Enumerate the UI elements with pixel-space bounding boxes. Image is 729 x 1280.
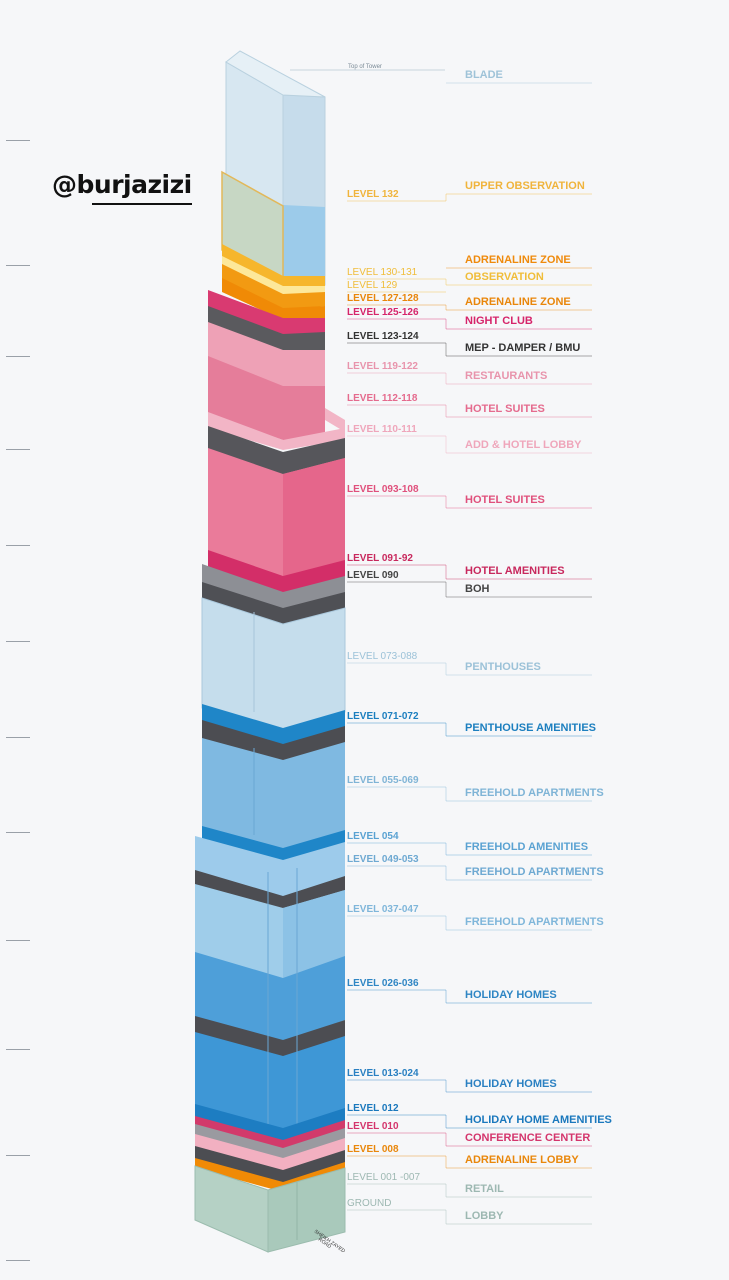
level-label: LEVEL 054 bbox=[347, 831, 399, 842]
level-label: LEVEL 125-126 bbox=[347, 307, 419, 318]
side-tick bbox=[6, 545, 30, 546]
level-label: LEVEL 091-92 bbox=[347, 553, 413, 564]
level-label: LEVEL 093-108 bbox=[347, 484, 419, 495]
side-tick bbox=[6, 1155, 30, 1156]
level-label: LEVEL 026-036 bbox=[347, 978, 419, 989]
program-label: HOTEL SUITES bbox=[465, 403, 545, 415]
program-label: ADRENALINE ZONE bbox=[465, 296, 571, 308]
program-label: HOLIDAY HOME AMENITIES bbox=[465, 1114, 612, 1126]
program-label: MEP - DAMPER / BMU bbox=[465, 342, 580, 354]
program-label: BOH bbox=[465, 583, 490, 595]
tower-holiday-zone bbox=[195, 868, 345, 1142]
program-label: HOTEL AMENITIES bbox=[465, 565, 565, 577]
program-label: BLADE bbox=[465, 69, 503, 81]
level-label: LEVEL 090 bbox=[347, 570, 399, 581]
level-label: LEVEL 130-131 bbox=[347, 267, 418, 278]
program-label: HOLIDAY HOMES bbox=[465, 989, 557, 1001]
level-label: LEVEL 049-053 bbox=[347, 854, 419, 865]
level-label: LEVEL 037-047 bbox=[347, 904, 419, 915]
side-tick bbox=[6, 1260, 30, 1261]
program-label: OBSERVATION bbox=[465, 271, 544, 283]
side-tick bbox=[6, 449, 30, 450]
side-tick bbox=[6, 832, 30, 833]
program-label: HOLIDAY HOMES bbox=[465, 1078, 557, 1090]
level-label: LEVEL 010 bbox=[347, 1121, 399, 1132]
level-label: LEVEL 055-069 bbox=[347, 775, 419, 786]
level-label: LEVEL 012 bbox=[347, 1103, 399, 1114]
level-label: GROUND bbox=[347, 1198, 391, 1209]
level-label: LEVEL 132 bbox=[347, 189, 399, 200]
side-tick bbox=[6, 1049, 30, 1050]
program-label: FREEHOLD AMENITIES bbox=[465, 841, 588, 853]
tower-base bbox=[194, 1165, 346, 1253]
side-tick bbox=[6, 940, 30, 941]
side-tick bbox=[6, 641, 30, 642]
top-of-tower-label: Top of Tower bbox=[348, 64, 382, 70]
program-label: LOBBY bbox=[465, 1210, 504, 1222]
level-label: LEVEL 071-072 bbox=[347, 711, 419, 722]
side-tick bbox=[6, 737, 30, 738]
social-handle-text: @burjazizi bbox=[52, 170, 192, 199]
program-label: FREEHOLD APARTMENTS bbox=[465, 866, 604, 878]
level-label: LEVEL 008 bbox=[347, 1144, 399, 1155]
program-label: PENTHOUSES bbox=[465, 661, 541, 673]
program-label: HOTEL SUITES bbox=[465, 494, 545, 506]
program-label: CONFERENCE CENTER bbox=[465, 1132, 590, 1144]
program-label: UPPER OBSERVATION bbox=[465, 180, 585, 192]
side-tick bbox=[6, 140, 30, 141]
level-label: LEVEL 110-111 bbox=[347, 424, 417, 435]
program-label: RESTAURANTS bbox=[465, 370, 547, 382]
tower-boh-band bbox=[202, 564, 345, 628]
social-handle: @burjazizi bbox=[52, 170, 192, 205]
program-label: ADD & HOTEL LOBBY bbox=[465, 439, 582, 451]
level-label: LEVEL 013-024 bbox=[347, 1068, 419, 1079]
level-label: LEVEL 119-122 bbox=[347, 361, 418, 372]
tower-penthouse-zone bbox=[201, 597, 346, 765]
level-label: LEVEL 112-118 bbox=[347, 393, 418, 404]
tower-freehold-zone bbox=[195, 738, 345, 980]
side-tick bbox=[6, 356, 30, 357]
level-label: LEVEL 123-124 bbox=[347, 331, 419, 342]
label-column: BLADE LEVEL 132 UPPER OBSERVATION ADRENALIN… bbox=[347, 69, 612, 1225]
handle-underline bbox=[92, 203, 192, 205]
program-label: NIGHT CLUB bbox=[465, 315, 533, 327]
program-label: ADRENALINE LOBBY bbox=[465, 1154, 579, 1166]
tower-blade bbox=[221, 50, 326, 286]
tower-podium-bands bbox=[195, 1116, 345, 1192]
level-label: LEVEL 129 bbox=[347, 280, 398, 291]
program-label: PENTHOUSE AMENITIES bbox=[465, 722, 596, 734]
program-label: ADRENALINE ZONE bbox=[465, 254, 571, 266]
program-label: FREEHOLD APARTMENTS bbox=[465, 787, 604, 799]
side-tick bbox=[6, 265, 30, 266]
program-label: RETAIL bbox=[465, 1183, 504, 1195]
tower-observation-band bbox=[222, 244, 325, 322]
level-label: LEVEL 073-088 bbox=[347, 651, 418, 662]
level-label: LEVEL 127-128 bbox=[347, 293, 419, 304]
tower-hotel-zone bbox=[208, 290, 345, 598]
program-label: FREEHOLD APARTMENTS bbox=[465, 916, 604, 928]
level-label: LEVEL 001 -007 bbox=[347, 1172, 420, 1183]
